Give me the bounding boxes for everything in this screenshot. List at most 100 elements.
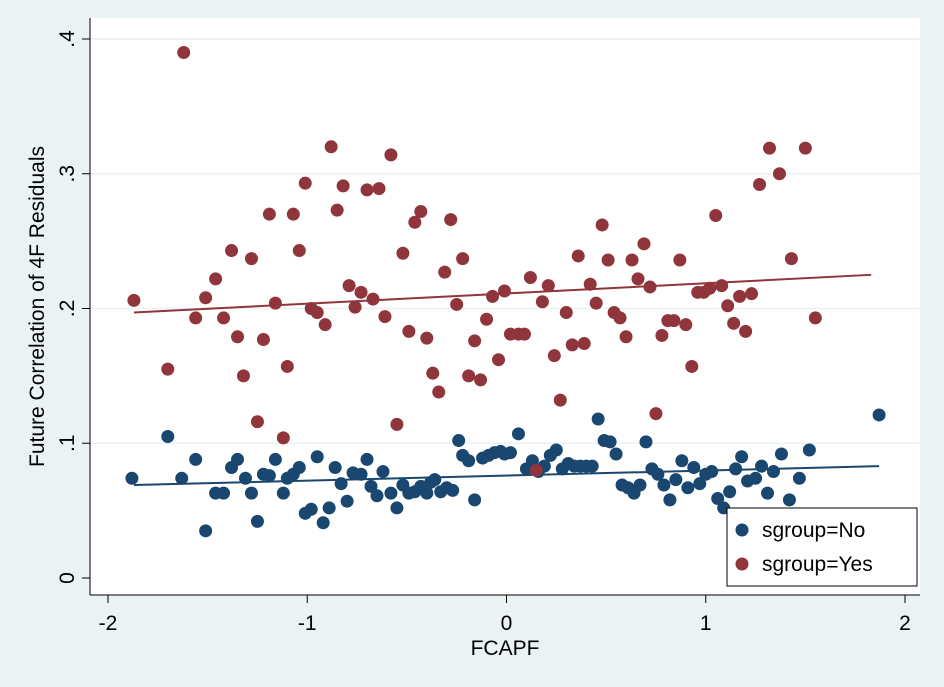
x-tick-label: -1 [298, 612, 317, 635]
x-tick-label: 1 [700, 612, 712, 635]
data-point [364, 479, 378, 493]
data-point [189, 311, 203, 325]
data-point [372, 182, 386, 196]
data-point [755, 459, 769, 473]
data-point [703, 281, 717, 295]
data-point [633, 478, 647, 492]
data-point [452, 434, 466, 448]
data-point [420, 331, 434, 345]
data-point [432, 385, 446, 399]
data-point [384, 148, 398, 162]
data-point [601, 253, 615, 267]
y-axis-title: Future Correlation of 4F Residuals [26, 146, 49, 467]
data-point [322, 501, 336, 515]
data-point [244, 486, 258, 500]
data-point [161, 362, 175, 376]
data-point [236, 369, 250, 383]
data-point [729, 462, 743, 476]
data-point [549, 443, 563, 457]
data-point [292, 244, 306, 258]
data-point [619, 330, 633, 344]
data-point [340, 494, 354, 508]
data-point [310, 450, 324, 464]
data-point [753, 178, 767, 192]
data-point [310, 306, 324, 320]
data-point [238, 471, 252, 485]
data-point [553, 393, 567, 407]
data-point [462, 454, 476, 468]
data-point [679, 318, 693, 332]
data-point [591, 412, 605, 426]
data-point [304, 502, 318, 516]
data-point [651, 467, 665, 481]
data-point [396, 246, 410, 260]
data-point [286, 207, 300, 221]
data-point [175, 471, 189, 485]
data-point [667, 314, 681, 328]
data-point [318, 318, 332, 332]
data-point [268, 452, 282, 466]
data-point [711, 491, 725, 505]
data-point [268, 296, 282, 310]
data-point [328, 461, 342, 475]
y-tick-label: .1 [56, 434, 79, 452]
data-point [426, 366, 440, 380]
data-point [480, 312, 494, 326]
data-point [370, 489, 384, 503]
data-point [798, 141, 812, 155]
data-point [669, 473, 683, 487]
data-point [199, 524, 213, 538]
data-point [334, 477, 348, 491]
legend-box [726, 507, 918, 587]
data-point [209, 272, 223, 286]
data-point [763, 141, 777, 155]
y-tick-label: .3 [56, 165, 79, 183]
data-point [625, 253, 639, 267]
axes: 0 .1 .2 .3 .4 -2 -1 0 1 2 [56, 18, 920, 635]
data-point [420, 486, 434, 500]
data-point [330, 203, 344, 217]
data-point [177, 45, 191, 59]
data-point [378, 310, 392, 324]
data-point [585, 459, 599, 473]
data-point [559, 306, 573, 320]
data-point [577, 337, 591, 351]
data-point [217, 311, 231, 325]
data-point [231, 452, 245, 466]
data-point [189, 452, 203, 466]
data-point [517, 327, 531, 341]
data-point [547, 349, 561, 363]
data-point [492, 353, 506, 367]
data-point [360, 183, 374, 197]
data-point [486, 289, 500, 303]
data-point [402, 324, 416, 338]
fit-line [133, 465, 880, 487]
data-points [125, 45, 886, 538]
data-point [535, 295, 549, 309]
data-point [784, 252, 798, 266]
data-point [408, 215, 422, 229]
data-point [723, 485, 737, 499]
data-point [613, 311, 627, 325]
data-point [603, 435, 617, 449]
data-point [244, 252, 258, 266]
data-point [774, 447, 788, 461]
data-point [256, 332, 270, 346]
data-point [474, 373, 488, 387]
data-point [511, 427, 525, 441]
data-point [462, 369, 476, 383]
data-point [739, 324, 753, 338]
data-point [649, 407, 663, 421]
data-point [685, 359, 699, 373]
y-tick-label: 0 [56, 572, 79, 584]
data-point [276, 486, 290, 500]
data-point [637, 237, 651, 251]
data-point [450, 297, 464, 311]
data-point [125, 471, 139, 485]
data-point [693, 477, 707, 491]
data-point [609, 447, 623, 461]
data-point [225, 244, 239, 258]
data-point [782, 493, 796, 507]
legend-marker [735, 523, 749, 537]
x-tick-label: 0 [501, 612, 513, 635]
